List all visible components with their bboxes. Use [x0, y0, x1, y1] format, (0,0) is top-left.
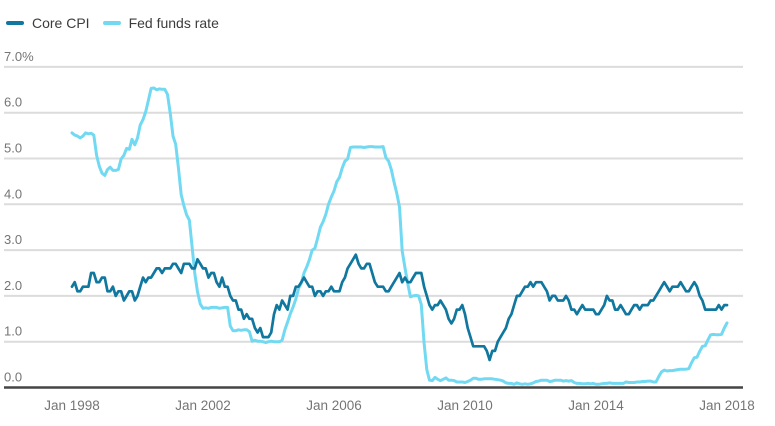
x-axis-tick-label: Jan 1998: [44, 398, 100, 413]
fed-funds-rate-line: [70, 86, 729, 386]
x-axis-tick-label: Jan 2010: [437, 398, 493, 413]
legend-label-core-cpi: Core CPI: [32, 15, 90, 31]
legend-item-core-cpi: Core CPI: [6, 14, 90, 32]
y-axis-tick-label: 2.0: [4, 278, 22, 293]
legend-item-fed-funds-rate: Fed funds rate: [102, 14, 219, 32]
x-axis-tick-label: Jan 2006: [306, 398, 362, 413]
legend-swatch-core-cpi-icon: [6, 21, 24, 25]
core-cpi-line: [70, 253, 729, 362]
x-axis-tick-label: Jan 2014: [568, 398, 624, 413]
y-axis-tick-label: 7.0%: [4, 49, 34, 64]
x-axis-tick-label: Jan 2018: [699, 398, 755, 413]
y-axis-tick-label: 5.0: [4, 141, 22, 156]
legend-swatch-fed-funds-rate-icon: [102, 21, 121, 25]
y-axis-tick-label: 6.0: [4, 95, 22, 110]
chart-legend: Core CPI Fed funds rate: [6, 14, 219, 32]
y-axis-tick-label: 3.0: [4, 232, 22, 247]
y-axis-tick-label: 1.0: [4, 324, 22, 339]
x-axis-tick-label: Jan 2002: [175, 398, 231, 413]
y-axis-tick-label: 4.0: [4, 186, 22, 201]
y-axis-tick-label: 0.0: [4, 370, 22, 385]
legend-label-fed-funds-rate: Fed funds rate: [128, 15, 219, 31]
